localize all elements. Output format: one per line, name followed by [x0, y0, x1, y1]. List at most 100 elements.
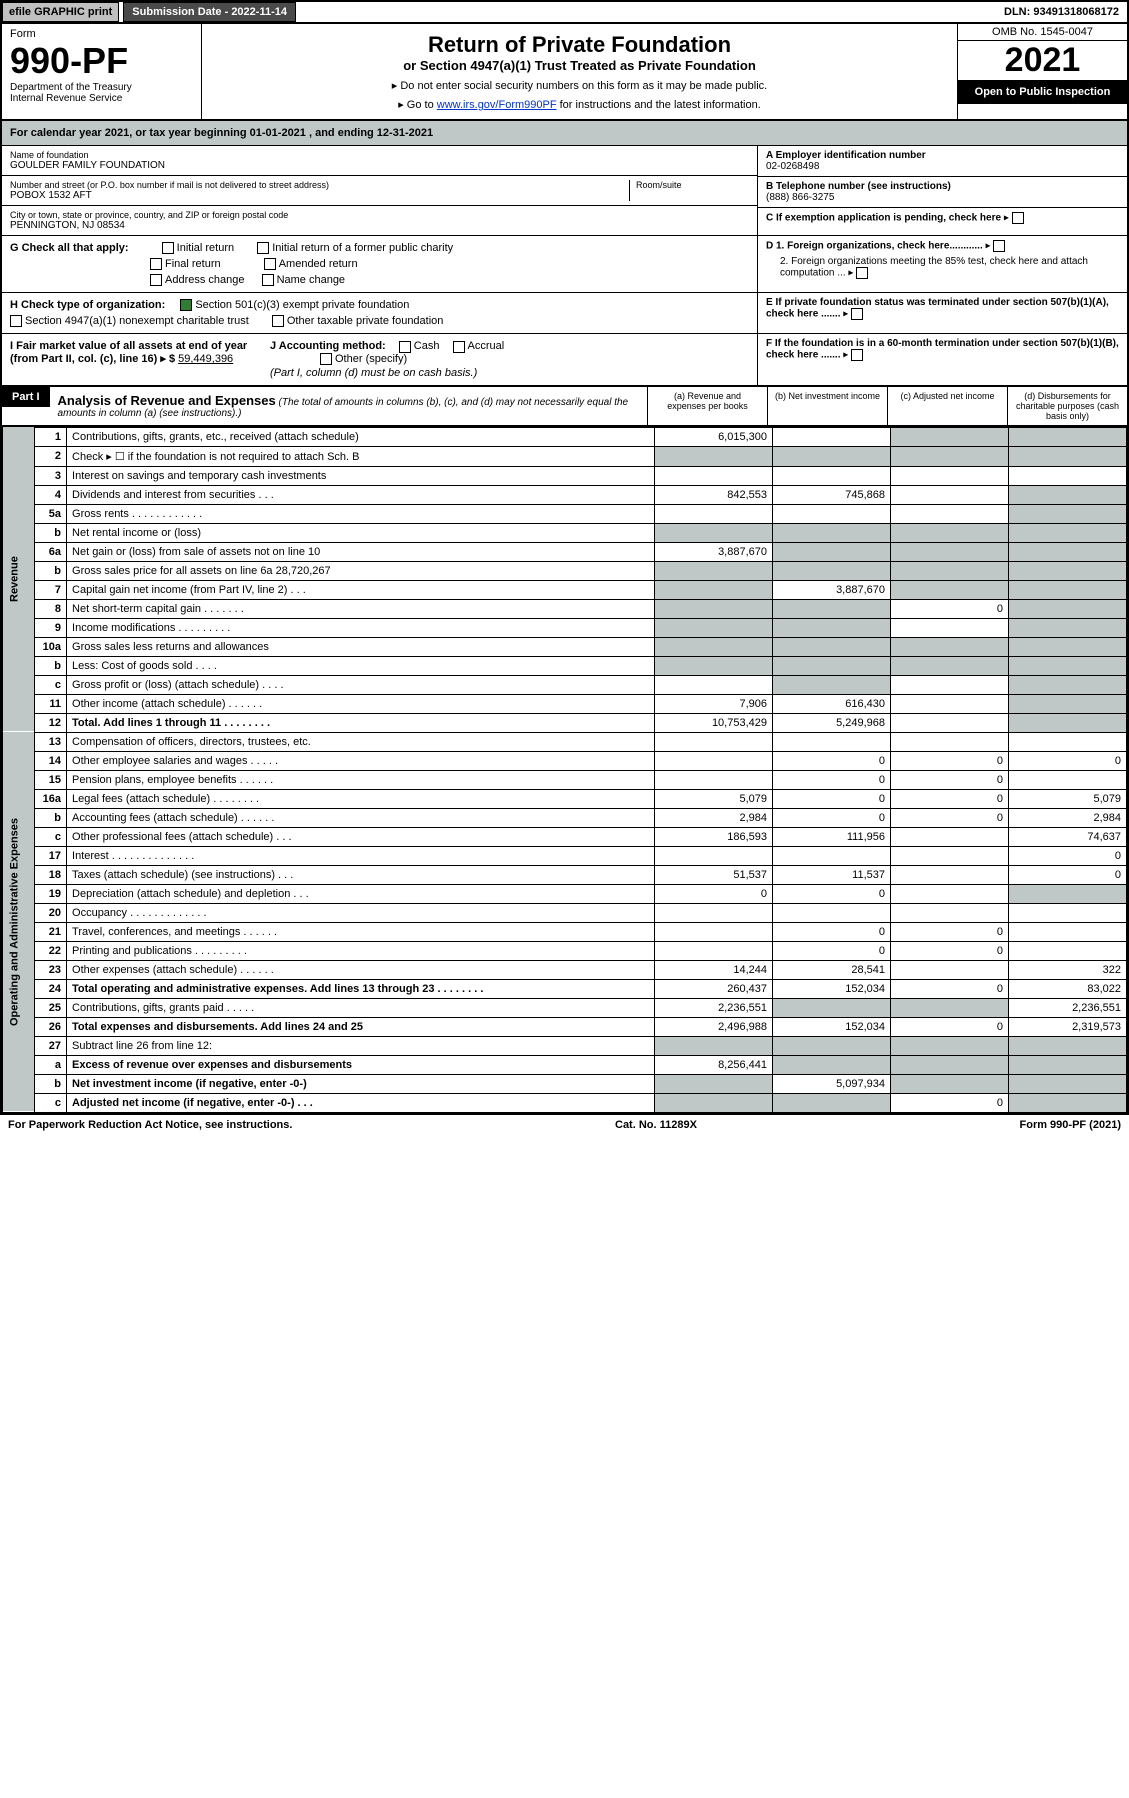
- d2-checkbox[interactable]: [856, 267, 868, 279]
- col-a: [655, 599, 773, 618]
- col-b: 5,249,968: [773, 713, 891, 732]
- line-desc: Dividends and interest from securities .…: [67, 485, 655, 504]
- ck-other-method[interactable]: [320, 353, 332, 365]
- line-15: 15Pension plans, employee benefits . . .…: [3, 770, 1127, 789]
- form990pf-link[interactable]: www.irs.gov/Form990PF: [437, 99, 557, 111]
- ck-501c3[interactable]: [180, 299, 192, 311]
- col-d: [1009, 466, 1127, 485]
- line-number: c: [35, 827, 67, 846]
- line-20: 20Occupancy . . . . . . . . . . . . .: [3, 903, 1127, 922]
- ck-initial-return[interactable]: [162, 242, 174, 254]
- col-a: [655, 656, 773, 675]
- ck-final-return[interactable]: [150, 258, 162, 270]
- col-b: [773, 599, 891, 618]
- line-number: b: [35, 808, 67, 827]
- col-c: [891, 504, 1009, 523]
- col-a: [655, 732, 773, 751]
- tel-label: B Telephone number (see instructions): [766, 181, 1119, 192]
- col-d: [1009, 922, 1127, 941]
- line-4: 4Dividends and interest from securities …: [3, 485, 1127, 504]
- ck-address-change[interactable]: [150, 274, 162, 286]
- city-state-zip: PENNINGTON, NJ 08534: [10, 220, 749, 231]
- line-desc: Contributions, gifts, grants, etc., rece…: [67, 427, 655, 446]
- telephone: (888) 866-3275: [766, 192, 1119, 203]
- form-ref: Form 990-PF (2021): [1020, 1119, 1121, 1131]
- line-desc: Other employee salaries and wages . . . …: [67, 751, 655, 770]
- col-d: [1009, 599, 1127, 618]
- col-a: [655, 770, 773, 789]
- col-c: 0: [891, 941, 1009, 960]
- line-number: 2: [35, 446, 67, 466]
- e-checkbox[interactable]: [851, 308, 863, 320]
- line-number: 7: [35, 580, 67, 599]
- col-b: 11,537: [773, 865, 891, 884]
- line-desc: Total operating and administrative expen…: [67, 979, 655, 998]
- col-b: 152,034: [773, 979, 891, 998]
- catalog-number: Cat. No. 11289X: [615, 1119, 697, 1131]
- line-21: 21Travel, conferences, and meetings . . …: [3, 922, 1127, 941]
- line-number: 9: [35, 618, 67, 637]
- col-d: [1009, 884, 1127, 903]
- col-d: 2,236,551: [1009, 998, 1127, 1017]
- col-d: [1009, 1055, 1127, 1074]
- col-c: [891, 998, 1009, 1017]
- line-number: 21: [35, 922, 67, 941]
- ck-cash[interactable]: [399, 341, 411, 353]
- top-bar: efile GRAPHIC print Submission Date - 20…: [2, 2, 1127, 24]
- line-desc: Legal fees (attach schedule) . . . . . .…: [67, 789, 655, 808]
- col-b: [773, 1055, 891, 1074]
- col-c: [891, 656, 1009, 675]
- form-title: Return of Private Foundation: [210, 32, 949, 58]
- f-checkbox[interactable]: [851, 349, 863, 361]
- col-c: 0: [891, 770, 1009, 789]
- col-c: [891, 865, 1009, 884]
- instr-1: ▸ Do not enter social security numbers o…: [210, 79, 949, 92]
- line-22: 22Printing and publications . . . . . . …: [3, 941, 1127, 960]
- col-d: [1009, 1036, 1127, 1055]
- line-23: 23Other expenses (attach schedule) . . .…: [3, 960, 1127, 979]
- col-a: [655, 1093, 773, 1112]
- ck-other-taxable[interactable]: [272, 315, 284, 327]
- col-a: [655, 1074, 773, 1093]
- d1-checkbox[interactable]: [993, 240, 1005, 252]
- line-number: 24: [35, 979, 67, 998]
- col-b: [773, 542, 891, 561]
- line-number: 27: [35, 1036, 67, 1055]
- line-24: 24Total operating and administrative exp…: [3, 979, 1127, 998]
- col-c: [891, 675, 1009, 694]
- col-c: 0: [891, 751, 1009, 770]
- col-b: [773, 656, 891, 675]
- ck-4947a1[interactable]: [10, 315, 22, 327]
- col-d: [1009, 523, 1127, 542]
- col-a: 186,593: [655, 827, 773, 846]
- col-c: [891, 903, 1009, 922]
- d2-label: 2. Foreign organizations meeting the 85%…: [780, 256, 1088, 279]
- c-checkbox[interactable]: [1012, 212, 1024, 224]
- col-d: [1009, 941, 1127, 960]
- col-a: [655, 846, 773, 865]
- ck-initial-former[interactable]: [257, 242, 269, 254]
- instr-2: ▸ Go to www.irs.gov/Form990PF for instru…: [210, 98, 949, 111]
- col-d: [1009, 580, 1127, 599]
- ck-amended[interactable]: [264, 258, 276, 270]
- col-d: [1009, 446, 1127, 466]
- line-desc: Occupancy . . . . . . . . . . . . .: [67, 903, 655, 922]
- col-c: [891, 1036, 1009, 1055]
- ck-accrual[interactable]: [453, 341, 465, 353]
- line-6a: 6aNet gain or (loss) from sale of assets…: [3, 542, 1127, 561]
- col-d: 74,637: [1009, 827, 1127, 846]
- tax-year: 2021: [958, 41, 1127, 80]
- col-b: [773, 504, 891, 523]
- line-c: cGross profit or (loss) (attach schedule…: [3, 675, 1127, 694]
- col-b: 0: [773, 922, 891, 941]
- ck-name-change[interactable]: [262, 274, 274, 286]
- line-number: 26: [35, 1017, 67, 1036]
- line-number: b: [35, 656, 67, 675]
- line-number: 6a: [35, 542, 67, 561]
- line-7: 7Capital gain net income (from Part IV, …: [3, 580, 1127, 599]
- line-number: 13: [35, 732, 67, 751]
- col-b: 745,868: [773, 485, 891, 504]
- col-b: 0: [773, 884, 891, 903]
- line-desc: Depreciation (attach schedule) and deple…: [67, 884, 655, 903]
- line-b: bGross sales price for all assets on lin…: [3, 561, 1127, 580]
